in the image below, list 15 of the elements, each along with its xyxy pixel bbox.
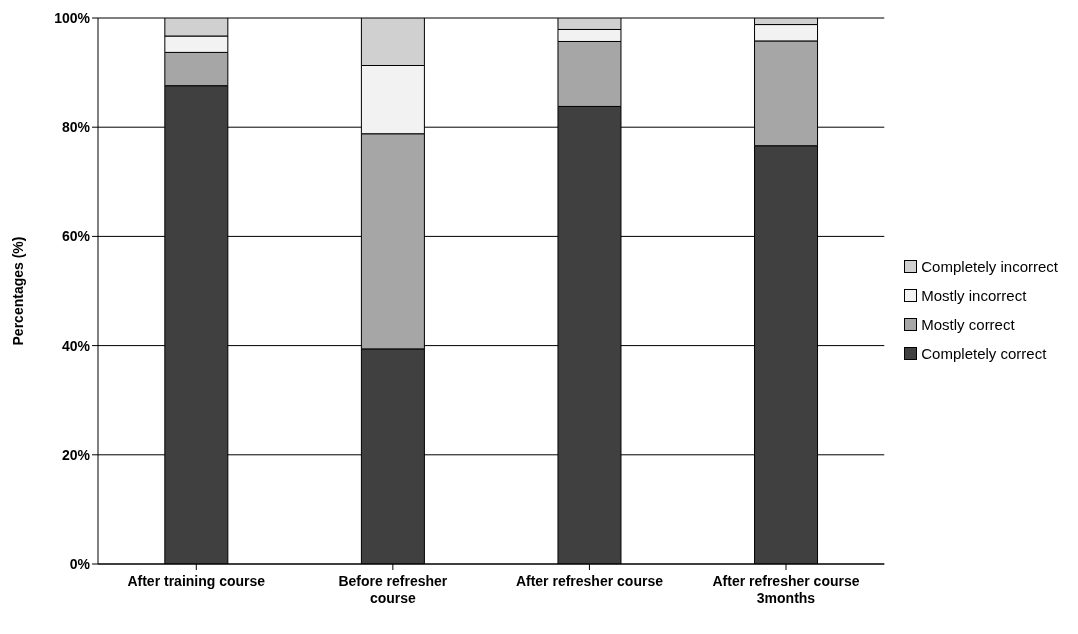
legend-label: Completely correct: [921, 345, 1047, 362]
y-tick-label: 20%: [61, 446, 91, 463]
y-axis-title: Percentages (%): [9, 236, 26, 346]
y-tick-label: 80%: [61, 119, 91, 136]
legend-label: Completely incorrect: [921, 258, 1058, 275]
y-tick-label: 0%: [69, 555, 91, 572]
x-tick-label: After refresher course 3months: [712, 573, 860, 606]
x-tick-label: After refresher course: [515, 573, 664, 589]
y-tick-label: 40%: [61, 337, 91, 354]
y-tick-label: 100%: [54, 9, 91, 26]
x-tick-label: After training course: [127, 573, 266, 589]
legend-label: Mostly incorrect: [921, 287, 1027, 304]
y-tick-label: 60%: [61, 228, 91, 245]
legend-label: Mostly correct: [921, 316, 1015, 333]
x-tick-label: Before refresher course: [338, 573, 448, 606]
